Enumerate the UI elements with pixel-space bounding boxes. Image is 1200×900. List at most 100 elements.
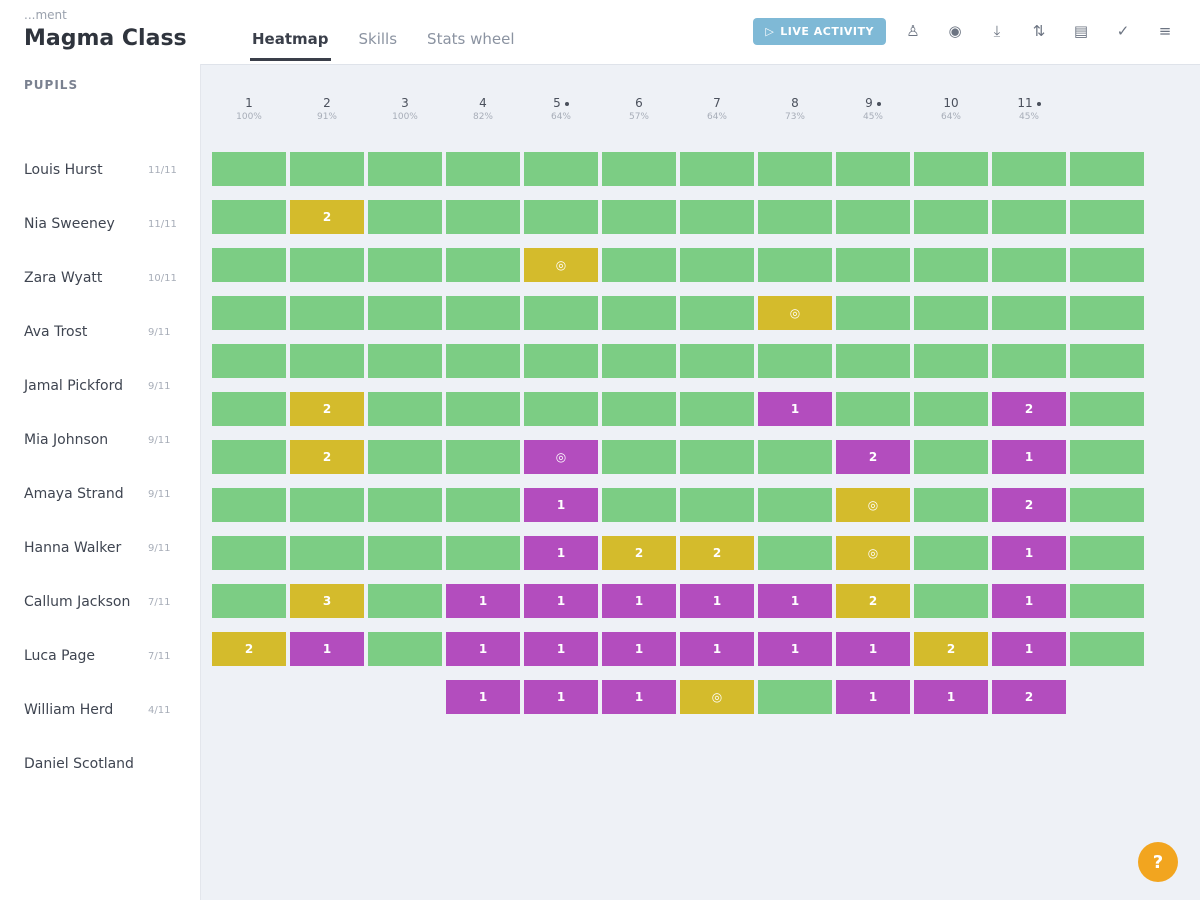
heatmap-cell[interactable] [756,246,834,284]
pupil-name[interactable]: Nia Sweeney [24,216,115,232]
question-column-header[interactable]: 1 100% [210,96,288,122]
heatmap-cell[interactable] [210,582,288,620]
heatmap-cell[interactable] [678,294,756,332]
heatmap-cell[interactable]: 2 [288,438,366,476]
question-column-header[interactable]: 10 64% [912,96,990,122]
heatmap-cell[interactable] [600,342,678,380]
heatmap-cell[interactable] [444,294,522,332]
heatmap-cell[interactable]: 1 [522,534,600,572]
help-button[interactable]: ? [1138,842,1178,882]
heatmap-cell[interactable]: 1 [912,678,990,716]
heatmap-cell[interactable] [522,150,600,188]
heatmap-cell[interactable] [1068,438,1146,476]
heatmap-cell[interactable]: 2 [210,630,288,668]
heatmap-cell[interactable]: 1 [990,630,1068,668]
pupil-name[interactable]: Hanna Walker [24,540,122,556]
pdf-icon[interactable]: ▤ [1073,22,1089,40]
heatmap-cell[interactable]: 2 [834,582,912,620]
heatmap-cell[interactable]: 1 [756,630,834,668]
tab-skills[interactable]: Skills [358,30,398,48]
heatmap-cell[interactable]: 1 [678,630,756,668]
heatmap-cell[interactable] [912,150,990,188]
heatmap-cell[interactable] [444,486,522,524]
heatmap-cell[interactable] [444,342,522,380]
heatmap-cell[interactable]: 2 [990,486,1068,524]
question-column-header[interactable]: 5 64% [522,96,600,122]
heatmap-cell[interactable]: 1 [600,678,678,716]
heatmap-cell[interactable] [600,246,678,284]
heatmap-cell[interactable] [366,582,444,620]
pupil-name[interactable]: Callum Jackson [24,594,131,610]
download-icon[interactable]: ⤓ [993,22,1001,40]
pupil-name[interactable]: Louis Hurst [24,162,103,178]
heatmap-cell[interactable] [912,534,990,572]
heatmap-cell[interactable]: 2 [912,630,990,668]
heatmap-cell[interactable] [678,390,756,428]
heatmap-cell[interactable] [912,294,990,332]
question-column-header[interactable]: 3 100% [366,96,444,122]
heatmap-cell[interactable]: 2 [990,390,1068,428]
heatmap-cell[interactable] [210,150,288,188]
heatmap-cell[interactable]: 1 [444,630,522,668]
heatmap-cell[interactable]: ◎ [756,294,834,332]
heatmap-cell[interactable] [834,246,912,284]
heatmap-cell[interactable] [600,294,678,332]
heatmap-cell[interactable] [1068,246,1146,284]
heatmap-cell[interactable] [834,294,912,332]
heatmap-cell[interactable]: 1 [834,630,912,668]
heatmap-cell[interactable] [522,198,600,236]
question-column-header[interactable]: 9 45% [834,96,912,122]
heatmap-cell[interactable]: 1 [522,486,600,524]
heatmap-cell[interactable]: 1 [678,582,756,620]
pupil-name[interactable]: Daniel Scotland [24,756,134,772]
heatmap-cell[interactable] [678,150,756,188]
heatmap-cell[interactable] [288,342,366,380]
heatmap-cell[interactable]: 1 [522,582,600,620]
heatmap-cell[interactable] [600,486,678,524]
heatmap-cell[interactable] [522,294,600,332]
heatmap-cell[interactable] [834,198,912,236]
heatmap-cell[interactable] [990,246,1068,284]
pupil-name[interactable]: Luca Page [24,648,96,664]
heatmap-cell[interactable] [366,534,444,572]
heatmap-cell[interactable]: ◎ [522,246,600,284]
pupil-name[interactable]: Mia Johnson [24,432,109,448]
heatmap-cell[interactable]: 2 [834,438,912,476]
person-icon[interactable]: ♙ [906,22,920,40]
heatmap-cell[interactable] [444,534,522,572]
heatmap-cell[interactable]: 2 [288,198,366,236]
heatmap-cell[interactable]: 1 [834,678,912,716]
heatmap-cell[interactable] [366,630,444,668]
heatmap-cell[interactable] [210,390,288,428]
heatmap-cell[interactable] [834,342,912,380]
pupil-name[interactable]: Jamal Pickford [24,378,123,394]
heatmap-cell[interactable] [912,486,990,524]
pupil-name[interactable]: Zara Wyatt [24,270,103,286]
heatmap-cell[interactable] [1068,630,1146,668]
heatmap-cell[interactable] [600,390,678,428]
question-column-header[interactable]: 4 82% [444,96,522,122]
heatmap-cell[interactable] [522,390,600,428]
heatmap-cell[interactable] [210,438,288,476]
heatmap-cell[interactable] [444,150,522,188]
pupil-name[interactable]: William Herd [24,702,114,718]
heatmap-cell[interactable] [366,390,444,428]
heatmap-cell[interactable]: 1 [444,678,522,716]
heatmap-cell[interactable] [912,390,990,428]
heatmap-cell[interactable] [366,150,444,188]
pupil-name[interactable]: Amaya Strand [24,486,124,502]
heatmap-cell[interactable] [1068,150,1146,188]
heatmap-cell[interactable] [366,438,444,476]
question-column-header[interactable]: 6 57% [600,96,678,122]
heatmap-cell[interactable] [756,534,834,572]
heatmap-cell[interactable]: 1 [990,534,1068,572]
heatmap-cell[interactable] [1068,582,1146,620]
heatmap-cell[interactable] [288,150,366,188]
sort-icon[interactable]: ⇅ [1032,22,1046,40]
heatmap-cell[interactable] [210,486,288,524]
heatmap-cell[interactable] [366,198,444,236]
heatmap-cell[interactable] [444,438,522,476]
heatmap-cell[interactable] [1068,390,1146,428]
heatmap-cell[interactable]: ◎ [522,438,600,476]
heatmap-cell[interactable] [990,294,1068,332]
